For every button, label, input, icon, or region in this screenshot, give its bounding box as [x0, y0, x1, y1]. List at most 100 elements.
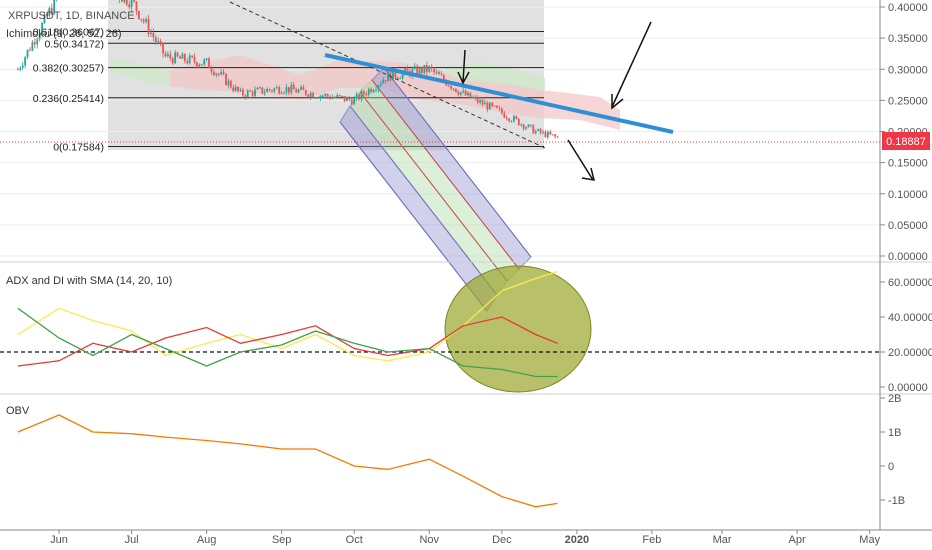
candle-body — [193, 56, 196, 63]
candle-body — [200, 64, 203, 66]
candle-body — [251, 91, 254, 96]
candle-body — [469, 92, 472, 98]
time-tick-label: Jun — [50, 534, 68, 546]
time-axis[interactable]: Jun Jul Aug Sep Oct Nov Dec 2020 Feb Mar Apr May — [0, 529, 932, 546]
candle-body — [19, 67, 22, 70]
downtrend-arrow-icon[interactable] — [567, 139, 596, 181]
fib-levels[interactable]: 0.618(0.36067)0.5(0.34172) 0.382(0.30257)… — [33, 26, 544, 154]
candle-body — [198, 64, 201, 67]
price-axis[interactable]: 0.000000.050000.100000.150000.200000.250… — [879, 0, 932, 530]
candle-body — [179, 56, 181, 59]
price-pane[interactable]: 0.618(0.36067)0.5(0.34172) 0.382(0.30257)… — [0, 0, 880, 312]
candle-body — [220, 72, 223, 75]
candle-body — [227, 80, 230, 86]
highlight-circle[interactable] — [444, 265, 592, 393]
adx-tick-label: 0.00000 — [888, 382, 928, 394]
channel-line[interactable] — [339, 121, 488, 312]
channel-line[interactable] — [383, 67, 532, 258]
candle-body — [505, 117, 508, 119]
candle-body — [338, 94, 341, 96]
candle-body — [428, 66, 431, 72]
candle-body — [556, 136, 559, 138]
candle-body — [370, 88, 373, 93]
candle-body — [275, 87, 278, 89]
candle-body — [242, 89, 244, 96]
obv-tick-label: -1B — [888, 495, 905, 507]
candle-body — [258, 87, 261, 89]
adx-title: ADX and DI with SMA (14, 20, 10) — [6, 275, 172, 287]
candle-body — [452, 88, 455, 90]
candle-body — [544, 131, 547, 138]
ichimoku-cloud-bear — [170, 55, 620, 130]
candle-body — [336, 94, 339, 98]
channel-line[interactable] — [359, 91, 508, 282]
candle-body — [300, 87, 302, 90]
candle-body — [215, 73, 218, 75]
candle-body — [382, 80, 385, 84]
candle-body — [423, 64, 426, 74]
candle-body — [142, 19, 145, 22]
candle-body — [285, 87, 288, 93]
candle-body — [38, 33, 41, 40]
candle-body — [375, 89, 377, 91]
candle-body — [125, 0, 128, 5]
candle-body — [147, 19, 150, 34]
candle-body — [474, 97, 477, 99]
resistance-trendline[interactable] — [324, 53, 674, 134]
candle-body — [363, 91, 365, 95]
obv-series-line — [17, 414, 558, 508]
candle-body — [183, 53, 186, 62]
candle-body — [205, 58, 208, 60]
down-arrow-icon[interactable] — [457, 49, 470, 85]
fib-label: 0.382(0.30257) — [33, 63, 104, 75]
candle-body — [396, 77, 399, 79]
fib-label: 0.236(0.25414) — [33, 93, 104, 105]
candle-body — [517, 118, 520, 126]
candle-body — [254, 89, 256, 96]
candle-body — [128, 4, 131, 8]
candle-body — [225, 73, 227, 86]
channel-line[interactable] — [349, 105, 498, 296]
candle-body — [31, 42, 34, 51]
candle-body — [246, 90, 249, 98]
candle-body — [317, 97, 319, 99]
time-tick-label: Feb — [642, 534, 661, 546]
indicator-label: Ichimoku (9, 26, 52, 26) — [6, 28, 122, 40]
candle-body — [447, 85, 450, 87]
symbol-title: XRPUSDT, 1D, BINANCE — [8, 10, 135, 22]
candle-body — [365, 94, 368, 96]
candle-body — [271, 90, 273, 92]
adx-series — [17, 270, 558, 378]
price-tick-label: 0.15000 — [888, 158, 928, 170]
candle-body — [191, 55, 193, 57]
candle-body — [379, 83, 382, 86]
candle-body — [292, 84, 295, 90]
candle-body — [210, 68, 213, 72]
candle-body — [554, 134, 556, 137]
candle-body — [16, 69, 19, 71]
adx-pane[interactable]: ADX and DI with SMA (14, 20, 10) — [0, 261, 932, 393]
candle-body — [377, 85, 380, 90]
candle-body — [222, 72, 225, 74]
candle-body — [208, 58, 210, 69]
candle-body — [542, 131, 544, 133]
candle-body — [539, 129, 542, 133]
candle-body — [488, 102, 491, 110]
candle-body — [346, 97, 348, 101]
candle-body — [513, 116, 515, 122]
candle-body — [491, 102, 494, 106]
fib-label: 0.5(0.34172) — [44, 38, 104, 50]
fib-channel[interactable] — [339, 67, 532, 312]
candle-body — [496, 105, 498, 108]
candle-body — [29, 49, 31, 51]
dashed-trendline[interactable] — [229, 1, 546, 149]
last-price-badge: 0.18887 — [882, 132, 930, 150]
channel-line[interactable] — [371, 79, 520, 270]
candle-body — [312, 92, 314, 98]
candle-body — [404, 67, 406, 73]
obv-pane[interactable]: OBV — [0, 393, 932, 508]
pointer-arrow-icon[interactable] — [611, 21, 652, 110]
candle-body — [150, 32, 152, 34]
candle-body — [457, 92, 460, 95]
